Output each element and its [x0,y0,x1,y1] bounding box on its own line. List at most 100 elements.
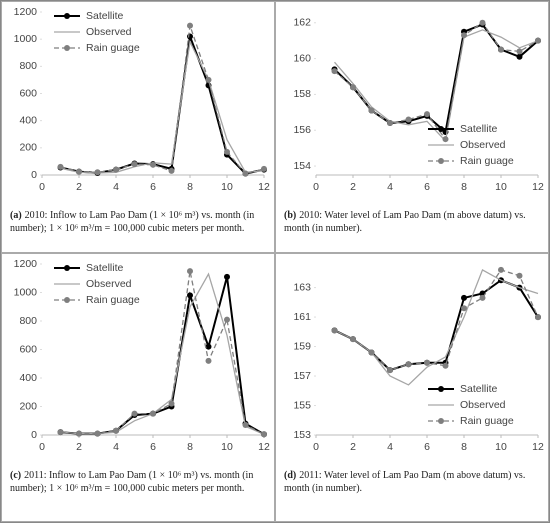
marker [405,116,412,123]
marker [205,343,212,350]
marker [461,32,467,39]
panel: 154 156 158 160 162 0 2 4 6 8 10 12 Satellite Observe… [275,1,549,253]
chart: 0 200 400 600 800 1000 1200 0 2 4 6 8 10 12 Satellite O… [14,6,270,193]
legend-label: Satellite [460,383,498,395]
x-tick-label: 0 [313,181,319,193]
legend-label: Observed [460,139,506,151]
x-tick-label: 8 [461,181,467,193]
chart: 154 156 158 160 162 0 2 4 6 8 10 12 Satellite Observe… [293,17,544,193]
legend-marker [438,158,444,164]
marker [224,316,230,323]
marker [461,305,467,312]
y-tick-label: 0 [31,429,37,441]
x-tick-label: 2 [350,181,356,193]
x-tick-label: 4 [387,441,393,453]
legend-marker [64,265,70,271]
series-line [334,269,539,371]
series-line [60,25,265,175]
caption-label: (a) [10,210,22,221]
legend-label: Rain guage [86,294,140,306]
x-tick-label: 10 [495,181,507,193]
marker [242,170,249,177]
legend-marker [64,297,70,303]
legend-marker [438,418,444,424]
marker [113,166,119,173]
series-line [60,39,265,174]
marker [150,161,156,168]
marker [187,268,193,275]
marker [535,314,541,321]
marker [150,410,156,417]
marker [131,410,138,417]
y-tick-label: 156 [293,124,311,136]
marker [535,37,541,44]
y-tick-label: 154 [293,160,311,172]
marker [187,22,193,29]
caption: (a) 2010: Inflow to Lam Pao Dam (1 × 10⁶ … [10,209,266,235]
y-tick-label: 400 [19,372,37,384]
marker [76,430,82,437]
y-tick-label: 400 [19,114,37,126]
marker [479,19,486,26]
marker [94,169,101,176]
marker [516,53,523,60]
marker [131,161,138,168]
x-tick-label: 0 [39,441,45,453]
marker [350,336,356,343]
caption: (b) 2010: Water level of Lam Pao Dam (m a… [284,209,540,235]
caption-label: (c) [10,470,22,481]
series-line [334,279,539,372]
y-tick-label: 161 [293,311,311,323]
x-tick-label: 12 [258,181,270,193]
marker [498,46,504,53]
marker [498,266,504,273]
x-tick-label: 8 [187,181,193,193]
caption-text: 2010: Water level of Lam Pao Dam (m abov… [284,210,526,234]
series-line [60,270,265,435]
legend-label: Satellite [86,262,124,274]
caption-label: (b) [284,210,297,221]
x-tick-label: 12 [532,441,544,453]
x-tick-label: 10 [221,441,233,453]
legend-label: Satellite [86,10,124,22]
caption-label: (d) [284,470,297,481]
y-tick-label: 200 [19,142,37,154]
x-tick-label: 6 [424,441,430,453]
marker [479,294,486,301]
y-tick-label: 1200 [14,258,38,270]
marker [387,367,393,374]
marker [331,327,338,334]
marker [461,294,467,301]
caption: (c) 2011: Inflow to Lam Pao Dam (1 × 10⁶ … [10,469,266,495]
y-tick-label: 155 [293,399,311,411]
x-tick-label: 2 [350,441,356,453]
legend-label: Observed [460,399,506,411]
y-tick-label: 157 [293,370,311,382]
y-tick-label: 162 [293,17,311,29]
legend-marker [64,13,70,19]
x-tick-label: 4 [113,441,119,453]
marker [57,429,64,436]
panel: 0 200 400 600 800 1000 1200 0 2 4 6 8 10 12 Satellite O… [1,1,275,253]
marker [168,167,175,174]
legend-label: Satellite [460,123,498,135]
x-tick-label: 8 [187,441,193,453]
marker [224,273,230,280]
caption-text: 2010: Inflow to Lam Pao Dam (1 × 10⁶ m³)… [10,210,255,234]
panel: 0 200 400 600 800 1000 1200 0 2 4 6 8 10 12 Satellite O… [1,253,275,522]
marker [405,361,412,368]
x-tick-label: 6 [150,441,156,453]
series-line [334,29,539,143]
marker [168,400,175,407]
legend-label: Observed [86,278,132,290]
marker [187,33,193,40]
marker [442,136,449,143]
y-tick-label: 800 [19,60,37,72]
y-tick-label: 159 [293,340,311,352]
marker [368,349,375,356]
chart: 0 200 400 600 800 1000 1200 0 2 4 6 8 10 12 Satellite O… [14,258,270,453]
y-tick-label: 163 [293,281,311,293]
y-tick-label: 600 [19,343,37,355]
legend-label: Rain guage [460,155,514,167]
